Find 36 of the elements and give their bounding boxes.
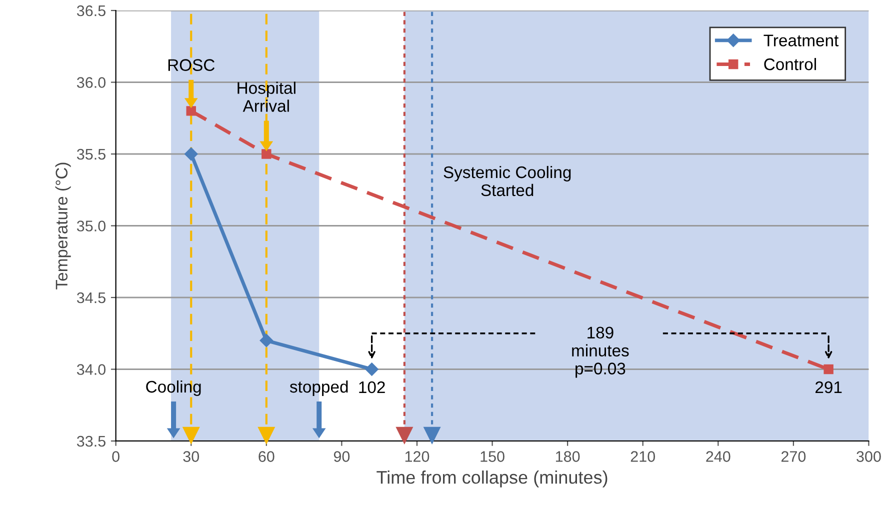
point	[184, 147, 198, 161]
x-tick-label: 210	[630, 451, 656, 462]
annotation: 291	[816, 381, 842, 394]
point	[365, 362, 378, 376]
annotation: 102	[359, 381, 385, 394]
y-axis-title: Temperature (°C)	[55, 162, 71, 290]
point	[186, 106, 196, 116]
annotation: stopped	[290, 380, 348, 396]
y-tick-label: 35.5	[76, 148, 106, 160]
annotation: Cooling	[146, 380, 201, 396]
x-tick-label: 240	[706, 451, 730, 462]
point	[824, 364, 834, 374]
annotation: 189 minutes p=0.03	[572, 326, 629, 378]
x-tick-label: 30	[183, 451, 200, 462]
point	[260, 334, 273, 348]
y-tick-label: 34.5	[76, 292, 106, 304]
annotation: Hospital Arrival	[238, 82, 296, 112]
y-tick-label: 35.0	[76, 220, 106, 232]
legend-label: Treatment	[764, 34, 839, 46]
x-tick-label: 300	[856, 451, 881, 462]
y-tick-label: 34.0	[76, 364, 106, 375]
x-tick-label: 270	[781, 451, 806, 462]
x-tick-label: 120	[405, 451, 430, 462]
y-tick-label: 36.5	[76, 5, 106, 16]
y-tick-label: 36.0	[76, 77, 106, 88]
x-tick-label: 180	[556, 451, 580, 462]
legend-label: Control	[764, 58, 816, 70]
x-axis-title: Time from collapse (minutes)	[376, 470, 608, 488]
annotation: Systemic Cooling Started	[444, 166, 571, 196]
point	[262, 149, 272, 159]
x-tick-label: 90	[334, 451, 350, 462]
annotation: ROSC	[168, 59, 215, 71]
y-tick-label: 33.5	[76, 436, 106, 447]
x-tick-label: 0	[112, 451, 120, 462]
x-tick-label: 60	[258, 451, 274, 462]
x-tick-label: 150	[480, 451, 504, 462]
